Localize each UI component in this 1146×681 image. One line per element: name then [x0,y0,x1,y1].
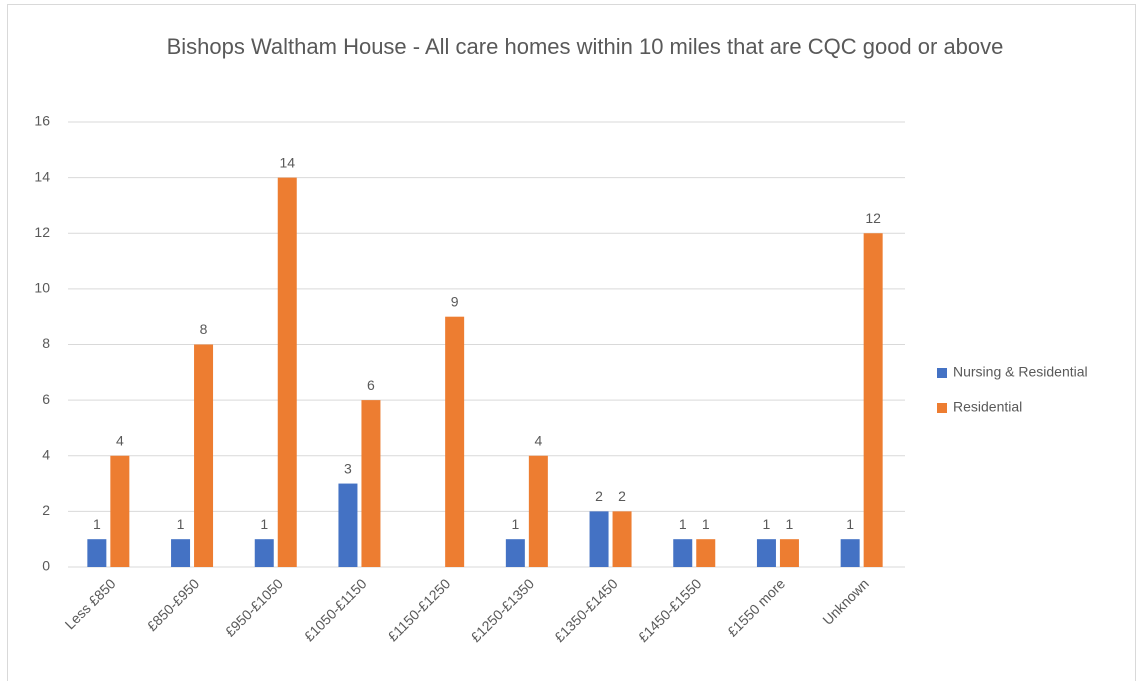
bar [277,177,297,567]
chart-frame [7,4,1136,681]
bar [756,539,776,567]
y-tick-label: 10 [34,280,50,296]
bar [361,400,381,567]
y-tick-label: 8 [42,335,50,351]
bar [840,539,860,567]
bar [254,539,274,567]
data-label: 1 [702,516,710,532]
bar [110,455,130,567]
bar [194,344,214,567]
legend-label: Nursing & Residential [953,364,1088,380]
bar [612,511,632,567]
y-tick-label: 2 [42,502,50,518]
data-label: 8 [200,321,208,337]
data-label: 1 [786,516,794,532]
data-label: 1 [260,516,268,532]
data-label: 14 [279,154,295,170]
bar [589,511,609,567]
data-label: 4 [534,432,542,448]
bar [171,539,191,567]
data-label: 1 [846,516,854,532]
data-label: 1 [93,516,101,532]
data-label: 6 [367,377,375,393]
data-label: 1 [763,516,771,532]
data-label: 3 [344,460,352,476]
y-tick-label: 6 [42,391,50,407]
legend-swatch [937,403,947,413]
data-label: 1 [511,516,519,532]
y-tick-label: 14 [34,168,50,184]
data-label: 4 [116,432,124,448]
data-label: 2 [618,488,626,504]
y-tick-label: 0 [42,558,50,574]
data-label: 1 [177,516,185,532]
data-label: 12 [865,210,881,226]
data-label: 9 [451,293,459,309]
bar [528,455,548,567]
bar [505,539,525,567]
legend-label: Residential [953,399,1022,415]
bar [863,233,883,567]
data-label: 2 [595,488,603,504]
bar [673,539,693,567]
chart-title: Bishops Waltham House - All care homes w… [166,34,1004,59]
bar [87,539,107,567]
bar [338,483,358,567]
y-tick-label: 4 [42,446,50,462]
bar [696,539,716,567]
bar [779,539,799,567]
data-label: 1 [679,516,687,532]
y-tick-label: 12 [34,224,50,240]
legend-swatch [937,368,947,378]
bar [445,316,465,567]
y-tick-label: 16 [34,113,50,129]
